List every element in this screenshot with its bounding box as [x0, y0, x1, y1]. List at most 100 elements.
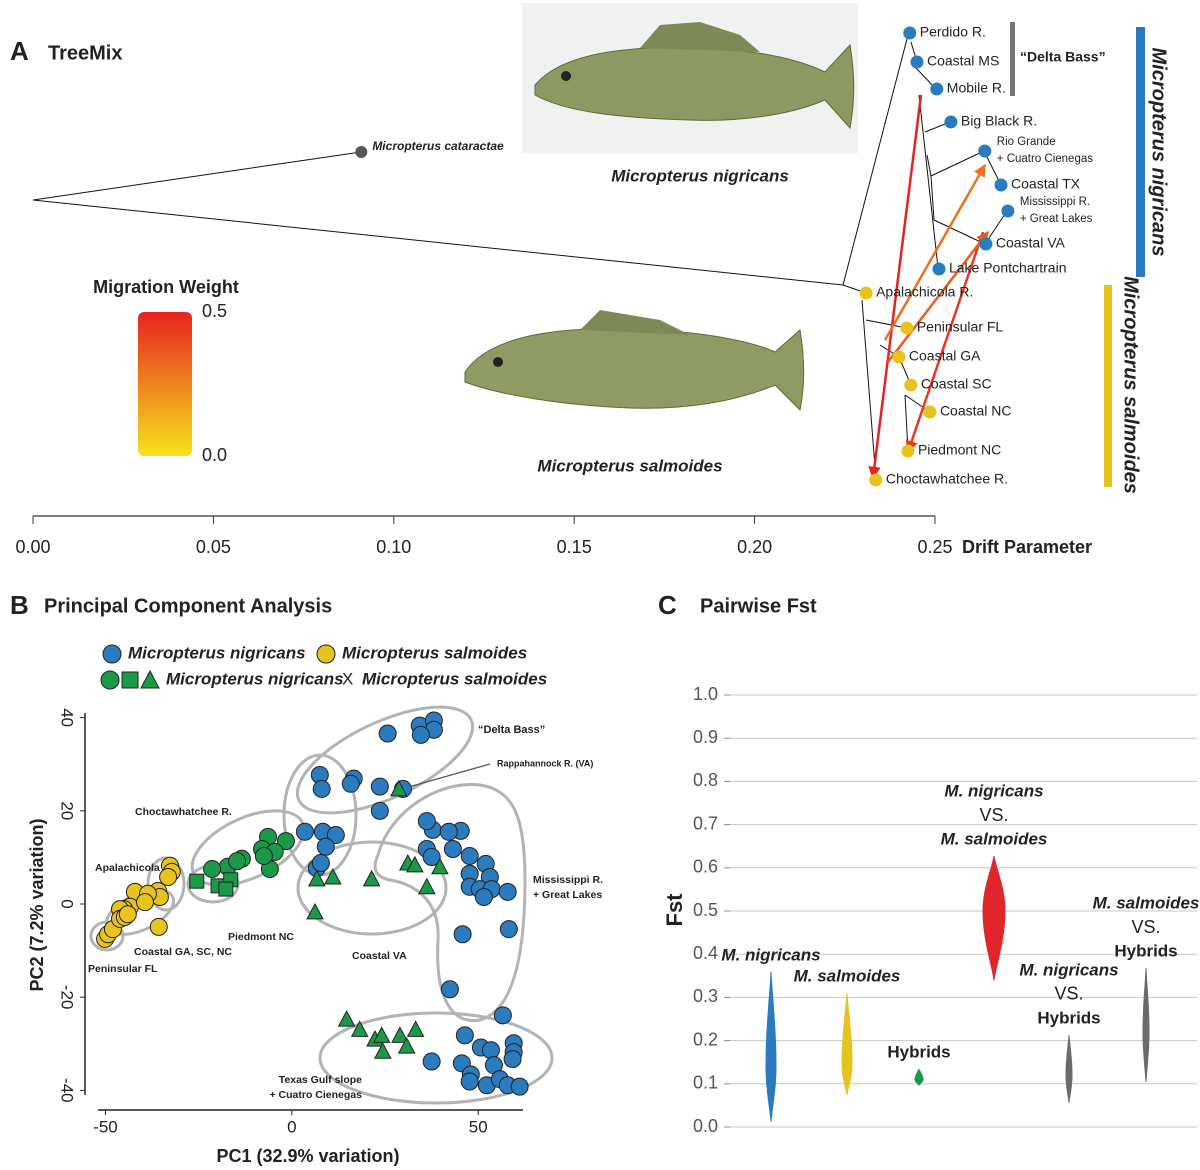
cluster-outline [373, 782, 527, 1023]
leaf-label: Piedmont NC [918, 442, 1001, 458]
x-tick-label: 0.05 [196, 537, 231, 557]
x-tick-label: 0.15 [557, 537, 592, 557]
point [316, 837, 335, 856]
leaf-label: Coastal GA [909, 348, 981, 364]
point [362, 869, 381, 887]
tree-edge [904, 394, 909, 452]
violin-label: M. salmoides [941, 830, 1048, 849]
legend-label: Micropterus nigricans [128, 643, 306, 662]
leaf-node [932, 262, 946, 276]
point [440, 980, 459, 999]
point [498, 882, 517, 901]
leaf-node [978, 144, 992, 158]
legend-swatch [316, 644, 336, 664]
group-label: Micropterus nigricans [1148, 48, 1170, 257]
violin-label: M. salmoides [794, 967, 901, 986]
y-axis-title: Fst [662, 893, 687, 927]
legend-swatch [102, 644, 122, 664]
violin-label: VS. [1131, 917, 1160, 937]
group-bar [1104, 285, 1112, 487]
point [460, 847, 479, 866]
x-tick-label: 50 [469, 1117, 488, 1136]
point [378, 724, 397, 743]
y-tick-label: 0.7 [693, 813, 718, 833]
x-tick-label: 0.10 [376, 537, 411, 557]
violin [1065, 1034, 1073, 1103]
point [453, 925, 472, 944]
x-tick-label: -50 [93, 1117, 118, 1136]
cluster-label: + Cuatro Cienegas [270, 1089, 363, 1101]
tree-edge [865, 319, 908, 329]
tree-edge [861, 299, 877, 481]
leaf-label: Lake Pontchartrain [949, 260, 1067, 276]
leaf-node [930, 82, 944, 96]
migration-arrow [905, 231, 985, 454]
cluster-label: Apalachicola R. [95, 862, 173, 874]
tree-edge [32, 151, 362, 201]
y-tick-label: 0.9 [693, 727, 718, 747]
leaf-node [901, 444, 915, 458]
migration-arrow [868, 94, 923, 480]
cluster-label: Texas Gulf slope [279, 1074, 362, 1086]
leaf-node [903, 26, 917, 40]
leaf-node [923, 405, 937, 419]
y-tick-label: -40 [58, 1078, 77, 1103]
leaf-node [994, 178, 1008, 192]
point [228, 852, 247, 871]
x-tick-label: 0.20 [737, 537, 772, 557]
leaf-node [904, 378, 918, 392]
panel-title: Principal Component Analysis [44, 595, 332, 617]
point [422, 847, 441, 866]
point [370, 777, 389, 796]
legend-label: Micropterus salmoides [342, 643, 527, 662]
leaf-label: Coastal VA [996, 235, 1066, 251]
tree-edge [918, 94, 939, 269]
point [135, 893, 154, 912]
leaf-label: + Great Lakes [1020, 213, 1093, 225]
leaf-label: Coastal NC [940, 403, 1012, 419]
cluster-label: Choctawhatchee R. [135, 806, 232, 818]
leaf-node [869, 473, 883, 487]
legend-label: X [342, 669, 353, 688]
violin [841, 993, 853, 1096]
y-axis-title: PC2 (7.2% variation) [27, 818, 47, 991]
point [455, 1026, 474, 1045]
point [499, 920, 518, 939]
group-label: Micropterus salmoides [1120, 276, 1142, 494]
outgroup-label: Micropterus cataractae [372, 139, 504, 153]
y-tick-label: -20 [58, 985, 77, 1010]
point [417, 877, 436, 895]
leaf-label: Coastal SC [921, 376, 992, 392]
point [422, 1052, 441, 1071]
point [443, 840, 462, 859]
annotation-pointer [404, 763, 491, 789]
x-tick-label: 0.00 [15, 537, 50, 557]
leaf-node [979, 237, 993, 251]
legend-label: Micropterus salmoides [362, 669, 547, 688]
point [159, 867, 178, 886]
violin-label: M. nigricans [944, 782, 1043, 801]
panel-title: Pairwise Fst [700, 595, 817, 617]
cluster-outline [89, 920, 125, 952]
leaf-label: Rio Grande [997, 136, 1056, 148]
leaf-label: Apalachicola R. [876, 284, 973, 300]
leaf-label: Mobile R. [947, 80, 1006, 96]
point [189, 873, 205, 889]
leaf-node [859, 286, 873, 300]
outgroup-node [355, 146, 368, 158]
point [370, 801, 389, 820]
panel-label: C [658, 590, 677, 620]
cluster-label: Rappahannock R. (VA) [497, 758, 593, 768]
point [149, 917, 168, 936]
point [276, 832, 295, 851]
violin-label: M. nigricans [1019, 960, 1118, 979]
cluster-outline [318, 1011, 554, 1105]
x-axis-title: PC1 (32.9% variation) [216, 1146, 399, 1166]
legend-swatch [121, 671, 139, 689]
violin [1142, 967, 1150, 1083]
leaf-label: Big Black R. [961, 113, 1037, 129]
colorbar-title: Migration Weight [93, 277, 239, 297]
point [118, 905, 137, 924]
x-axis-title: Drift Parameter [962, 537, 1092, 557]
migration-arrow [887, 231, 989, 363]
